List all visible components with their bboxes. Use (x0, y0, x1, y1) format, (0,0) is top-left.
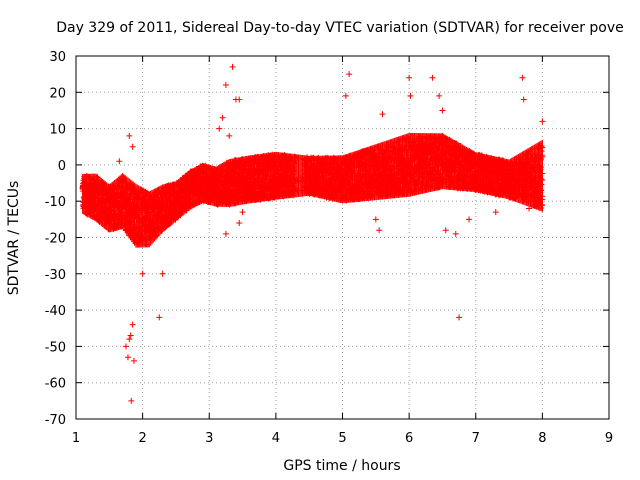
data-layer (79, 63, 546, 404)
chart-title: Day 329 of 2011, Sidereal Day-to-day VTE… (56, 20, 624, 36)
